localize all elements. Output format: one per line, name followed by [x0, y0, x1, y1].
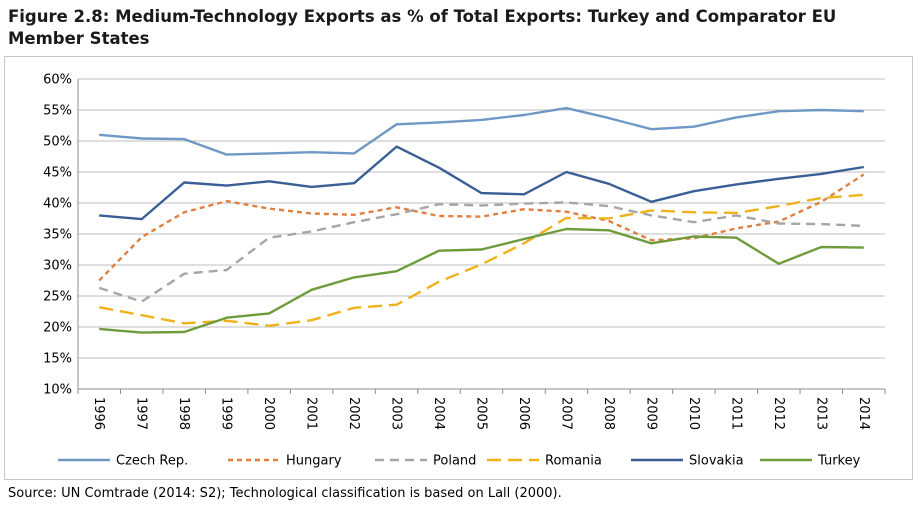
x-tick-label: 1999	[219, 397, 234, 430]
y-tick-label: 25%	[43, 290, 72, 305]
series-line-czech-rep	[99, 106, 864, 156]
y-tick-label: 40%	[43, 197, 72, 212]
x-tick-label: 1997	[134, 397, 149, 430]
x-tick-label: 2008	[601, 397, 616, 430]
x-tick-label: 2014	[856, 397, 871, 430]
y-tick-label: 35%	[43, 228, 72, 243]
x-tick-label: 2009	[643, 397, 658, 430]
legend-label: Turkey	[817, 454, 861, 469]
chart-frame	[4, 56, 913, 480]
y-tick-label: 20%	[43, 321, 72, 336]
x-tick-label: 2005	[474, 397, 489, 430]
y-tick-label: 30%	[43, 259, 72, 274]
x-tick-label: 2013	[813, 397, 828, 430]
y-tick-label: 55%	[43, 104, 72, 119]
y-tick-label: 60%	[43, 73, 72, 88]
legend: Czech Rep. Hungary Poland Romania Slovakia Tu…	[58, 454, 861, 469]
series-line-poland	[98, 201, 864, 303]
x-tick-label: 2001	[304, 397, 319, 430]
x-tick-label: 2012	[771, 397, 786, 430]
legend-label: Hungary	[286, 454, 342, 469]
figure-title: Figure 2.8: Medium-Technology Exports as…	[8, 7, 837, 48]
series-line-slovakia	[99, 145, 864, 221]
x-tick-label: 2010	[686, 397, 701, 430]
series-line-hungary	[98, 173, 865, 282]
x-tick-label: 2000	[261, 397, 276, 430]
x-tick-label: 2003	[389, 397, 404, 430]
x-tick-label: 2002	[346, 397, 361, 430]
y-tick-label: 45%	[43, 166, 72, 181]
series-lines	[98, 106, 865, 334]
y-axis: 10% 15% 20% 25% 30% 35% 40% 45% 50% 55% 60%	[43, 73, 79, 398]
x-axis: 1996 1997 1998 1999 2000 2001 2002 2003 2004 2005…	[77, 389, 886, 430]
x-tick-label: 1998	[176, 397, 191, 430]
x-tick-label: 2004	[431, 397, 446, 430]
x-tick-label: 2006	[516, 397, 531, 430]
series-line-romania	[98, 193, 864, 327]
y-tick-label: 15%	[43, 352, 72, 367]
legend-label: Romania	[545, 454, 602, 469]
line-chart: 10%15%20%25%30%35%40%45%50%55%60% 1996 19…	[43, 73, 886, 469]
x-tick-label: 2011	[728, 397, 743, 430]
y-tick-label: 10%	[43, 383, 72, 398]
source-note: Source: UN Comtrade (2014: S2); Technolo…	[8, 486, 562, 501]
legend-label: Slovakia	[689, 454, 744, 469]
x-tick-label: 2007	[558, 397, 573, 430]
x-tick-label: 1996	[91, 397, 106, 430]
legend-label: Czech Rep.	[116, 454, 188, 469]
y-tick-label: 50%	[43, 135, 72, 150]
legend-label: Poland	[433, 454, 476, 469]
grid-lines	[78, 78, 885, 390]
series-line-turkey	[99, 227, 864, 334]
